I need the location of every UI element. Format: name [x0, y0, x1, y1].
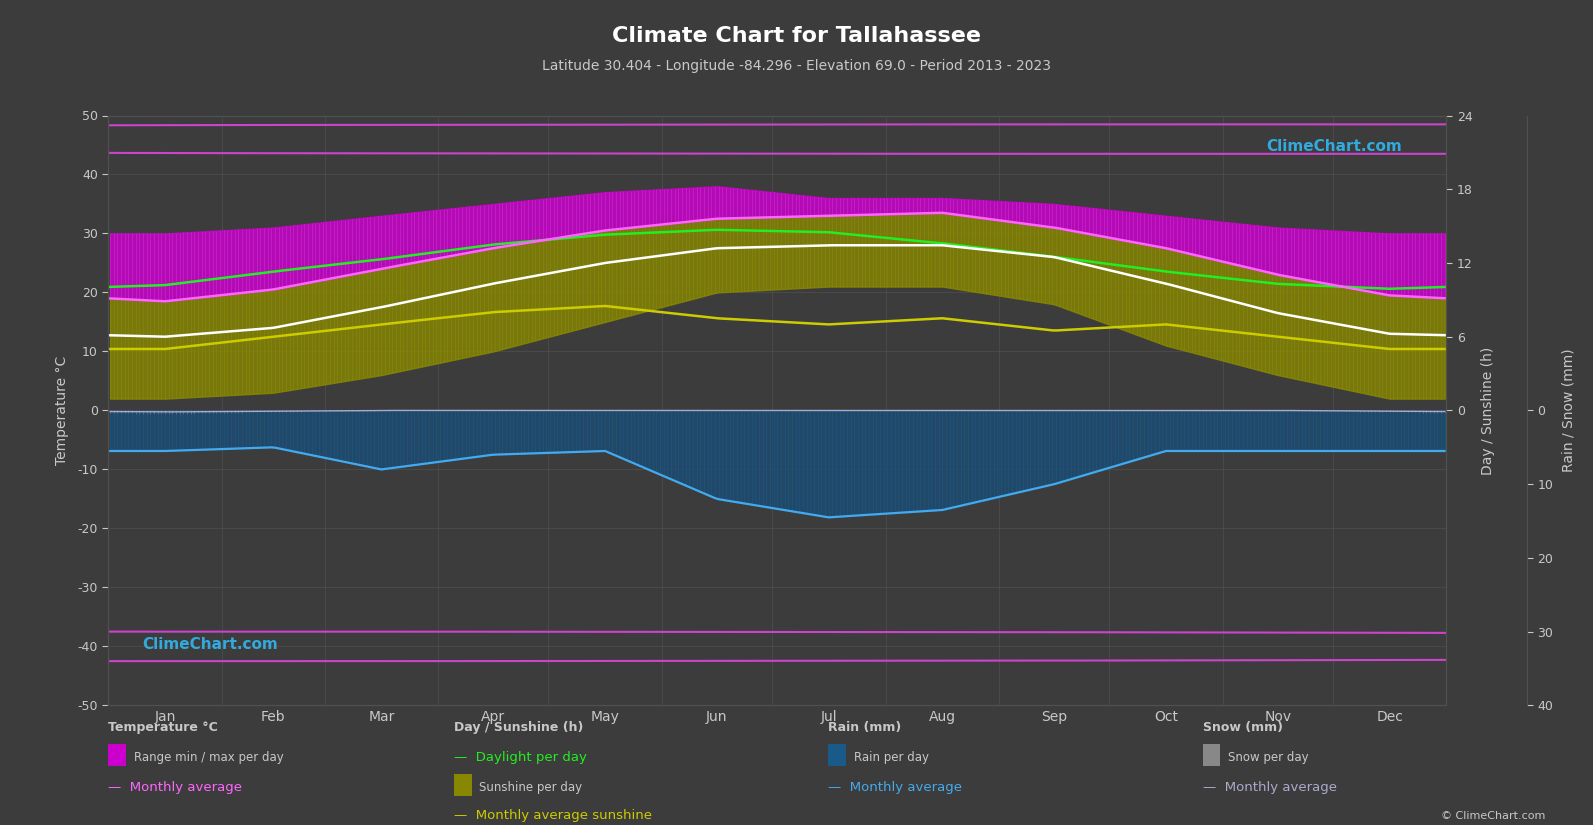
Text: —  Monthly average sunshine: — Monthly average sunshine [454, 809, 652, 823]
Text: Snow (mm): Snow (mm) [1203, 721, 1282, 734]
Text: —  Monthly average: — Monthly average [108, 780, 242, 794]
Text: Latitude 30.404 - Longitude -84.296 - Elevation 69.0 - Period 2013 - 2023: Latitude 30.404 - Longitude -84.296 - El… [542, 59, 1051, 73]
Text: © ClimeChart.com: © ClimeChart.com [1440, 811, 1545, 821]
Text: Temperature °C: Temperature °C [108, 721, 218, 734]
Text: Rain per day: Rain per day [854, 751, 929, 764]
Y-axis label: Temperature °C: Temperature °C [56, 356, 68, 465]
Text: ClimeChart.com: ClimeChart.com [1266, 139, 1402, 154]
Y-axis label: Day / Sunshine (h): Day / Sunshine (h) [1481, 346, 1496, 474]
Text: Rain (mm): Rain (mm) [828, 721, 902, 734]
Text: Sunshine per day: Sunshine per day [479, 780, 583, 794]
Text: —  Monthly average: — Monthly average [828, 780, 962, 794]
Text: —  Monthly average: — Monthly average [1203, 780, 1337, 794]
Text: ClimeChart.com: ClimeChart.com [142, 637, 277, 653]
Text: Range min / max per day: Range min / max per day [134, 751, 284, 764]
Y-axis label: Rain / Snow (mm): Rain / Snow (mm) [1561, 349, 1575, 472]
Text: —  Daylight per day: — Daylight per day [454, 751, 586, 764]
Text: Climate Chart for Tallahassee: Climate Chart for Tallahassee [612, 26, 981, 46]
Text: Snow per day: Snow per day [1228, 751, 1309, 764]
Text: Day / Sunshine (h): Day / Sunshine (h) [454, 721, 583, 734]
